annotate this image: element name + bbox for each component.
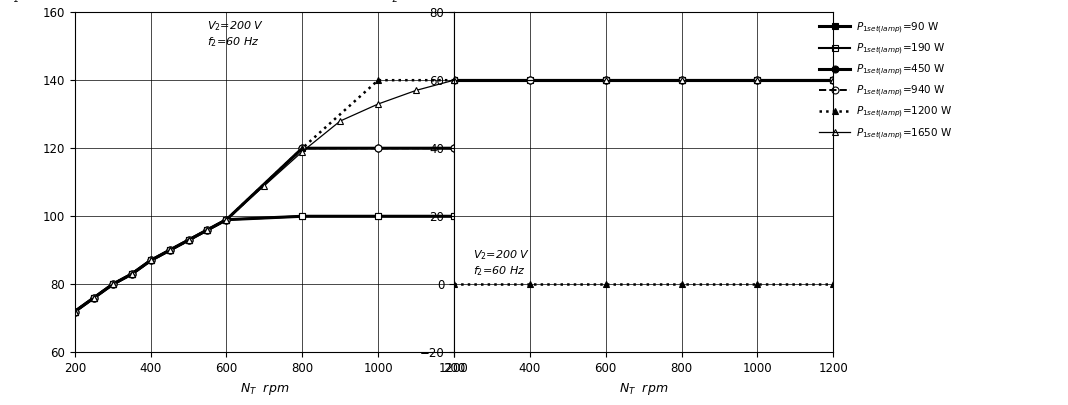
X-axis label: $N_T$  rpm: $N_T$ rpm <box>239 381 289 396</box>
Y-axis label: $f_2$  Hz: $f_2$ Hz <box>388 0 424 5</box>
Y-axis label: $f_1$  Hz: $f_1$ Hz <box>7 0 45 5</box>
X-axis label: $N_T$  rpm: $N_T$ rpm <box>619 381 669 396</box>
Text: $V_2$=200 V
$f_2$=60 Hz: $V_2$=200 V $f_2$=60 Hz <box>207 19 265 49</box>
Text: $V_2$=200 V
$f_2$=60 Hz: $V_2$=200 V $f_2$=60 Hz <box>473 248 530 277</box>
Legend: $P_{1set(lamp)}$=90 W, $P_{1set(lamp)}$=190 W, $P_{1set(lamp)}$=450 W, $P_{1set(: $P_{1set(lamp)}$=90 W, $P_{1set(lamp)}$=… <box>816 17 955 145</box>
